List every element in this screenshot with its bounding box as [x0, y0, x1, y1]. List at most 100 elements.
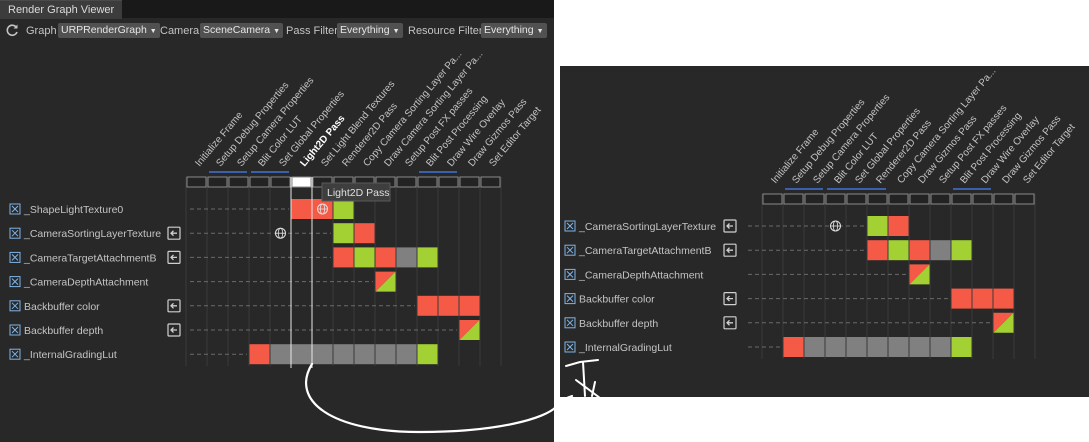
resource-access-cell-read[interactable] [993, 312, 1014, 333]
texture-resource-icon [564, 293, 576, 305]
resource-access-cell-unused[interactable] [396, 247, 417, 268]
texture-icon-frame [564, 220, 576, 232]
resource-filter-dropdown[interactable]: Everything ▼ [481, 23, 547, 38]
resource-access-cell-write[interactable] [783, 337, 804, 357]
resource-access-cell-read[interactable] [333, 223, 354, 244]
camera-dropdown-value: SceneCamera [203, 24, 271, 36]
resource-name[interactable]: _CameraDepthAttachment [23, 277, 148, 289]
resource-access-cell-read[interactable] [867, 216, 888, 236]
resource-access-cell-unused[interactable] [930, 240, 951, 261]
pass-header-box[interactable] [825, 193, 846, 205]
resource-access-cell-write[interactable] [333, 247, 354, 268]
resource-access-cell-write[interactable] [291, 199, 312, 219]
pass-header-box[interactable] [186, 176, 207, 188]
pass-header-box[interactable] [207, 176, 228, 188]
resource-name[interactable]: _InternalGradingLut [23, 349, 117, 361]
resource-access-cell-unused[interactable] [291, 344, 312, 365]
pass-header-box[interactable] [972, 193, 993, 205]
resource-access-cell-read[interactable] [375, 271, 396, 292]
resource-access-cell-unused[interactable] [930, 337, 951, 357]
resource-name[interactable]: _CameraTargetAttachmentB [578, 245, 711, 257]
pass-group-highlight [209, 171, 247, 173]
resource-access-cell-unused[interactable] [909, 337, 930, 357]
resource-access-cell-unused[interactable] [825, 337, 846, 357]
resource-access-cell-unused[interactable] [846, 337, 867, 357]
resource-access-cell-write[interactable] [972, 288, 993, 309]
pass-header-box[interactable] [783, 193, 804, 205]
resource-access-cell-read[interactable] [951, 240, 972, 261]
resource-name[interactable]: Backbuffer depth [579, 318, 658, 330]
pass-header-box[interactable] [867, 193, 888, 205]
resource-name[interactable]: _CameraTargetAttachmentB [23, 252, 156, 264]
graph-dropdown[interactable]: URPRenderGraph ▼ [58, 23, 160, 38]
resource-access-cell-read[interactable] [417, 344, 438, 365]
resource-access-cell-write[interactable] [993, 288, 1014, 309]
pass-header-box[interactable] [228, 176, 249, 188]
resource-access-cell-read[interactable] [909, 264, 930, 285]
refresh-icon[interactable] [4, 22, 20, 38]
imported-resource-icon [723, 243, 737, 257]
texture-icon-frame [9, 348, 21, 360]
pass-header-box[interactable] [291, 176, 312, 188]
window-title-tab[interactable]: Render Graph Viewer [0, 0, 123, 19]
resource-name[interactable]: Backbuffer depth [24, 325, 103, 337]
resource-name[interactable]: _CameraSortingLayerTexture [23, 228, 161, 240]
resource-access-cell-write[interactable] [354, 223, 375, 244]
resource-access-cell-unused[interactable] [804, 337, 825, 357]
resource-access-cell-write[interactable] [417, 295, 438, 316]
resource-name[interactable]: _ShapeLightTexture0 [23, 204, 123, 216]
pass-header-box[interactable] [888, 193, 909, 205]
resource-access-cell-unused[interactable] [888, 337, 909, 357]
resource-access-cell-unused[interactable] [396, 344, 417, 365]
texture-icon-frame [564, 341, 576, 353]
pass-header-box[interactable] [270, 176, 291, 188]
resource-access-cell-write[interactable] [993, 312, 1014, 333]
resource-access-cell-read[interactable] [951, 337, 972, 357]
pass-header-box[interactable] [909, 193, 930, 205]
pass-header-box[interactable] [846, 193, 867, 205]
resource-access-cell-read[interactable] [888, 240, 909, 261]
pass-header-box[interactable] [417, 176, 438, 188]
imported-icon-frame [723, 292, 737, 306]
pass-header-box[interactable] [1014, 193, 1035, 205]
resource-access-cell-unused[interactable] [354, 344, 375, 365]
resource-access-cell-unused[interactable] [375, 344, 396, 365]
pass-header-box[interactable] [930, 193, 951, 205]
resource-access-cell-write[interactable] [909, 240, 930, 261]
resource-access-cell-read[interactable] [333, 199, 354, 219]
resource-access-cell-write[interactable] [375, 247, 396, 268]
resource-access-cell-write[interactable] [438, 295, 459, 316]
resource-name[interactable]: Backbuffer color [24, 301, 100, 313]
pass-header-box[interactable] [459, 176, 480, 188]
pass-header-box[interactable] [438, 176, 459, 188]
resource-access-cell-read[interactable] [417, 247, 438, 268]
camera-dropdown[interactable]: SceneCamera ▼ [200, 23, 284, 38]
resource-access-cell-read[interactable] [459, 320, 480, 340]
resource-access-cell-write[interactable] [867, 240, 888, 261]
resource-access-cell-unused[interactable] [333, 344, 354, 365]
resource-access-cell-write[interactable] [951, 288, 972, 309]
pass-header-box[interactable] [249, 176, 270, 188]
pass-header-box[interactable] [951, 193, 972, 205]
resource-access-cell-write[interactable] [459, 295, 480, 316]
resource-access-cell-write[interactable] [249, 344, 270, 365]
resource-access-cell-read[interactable] [354, 247, 375, 268]
resource-name[interactable]: Backbuffer color [579, 294, 655, 306]
pass-header-box[interactable] [762, 193, 783, 205]
imported-icon-arrow [170, 302, 177, 309]
resource-name[interactable]: _CameraDepthAttachment [578, 269, 703, 281]
resource-name[interactable]: _InternalGradingLut [578, 342, 672, 354]
pass-header-box[interactable] [396, 176, 417, 188]
pass-filter-dropdown[interactable]: Everything ▼ [337, 23, 403, 38]
texture-icon-frame [9, 276, 21, 288]
pass-header-box[interactable] [480, 176, 501, 188]
resource-access-cell-unused[interactable] [867, 337, 888, 357]
pass-header-box[interactable] [993, 193, 1014, 205]
toolbar: Graph URPRenderGraph ▼ Camera SceneCamera… [0, 19, 554, 43]
pass-header-box[interactable] [804, 193, 825, 205]
resource-name[interactable]: _CameraSortingLayerTexture [578, 221, 716, 233]
resource-access-cell-write[interactable] [888, 216, 909, 236]
resource-access-cell-unused[interactable] [312, 344, 333, 365]
resource-access-cell-unused[interactable] [270, 344, 291, 365]
